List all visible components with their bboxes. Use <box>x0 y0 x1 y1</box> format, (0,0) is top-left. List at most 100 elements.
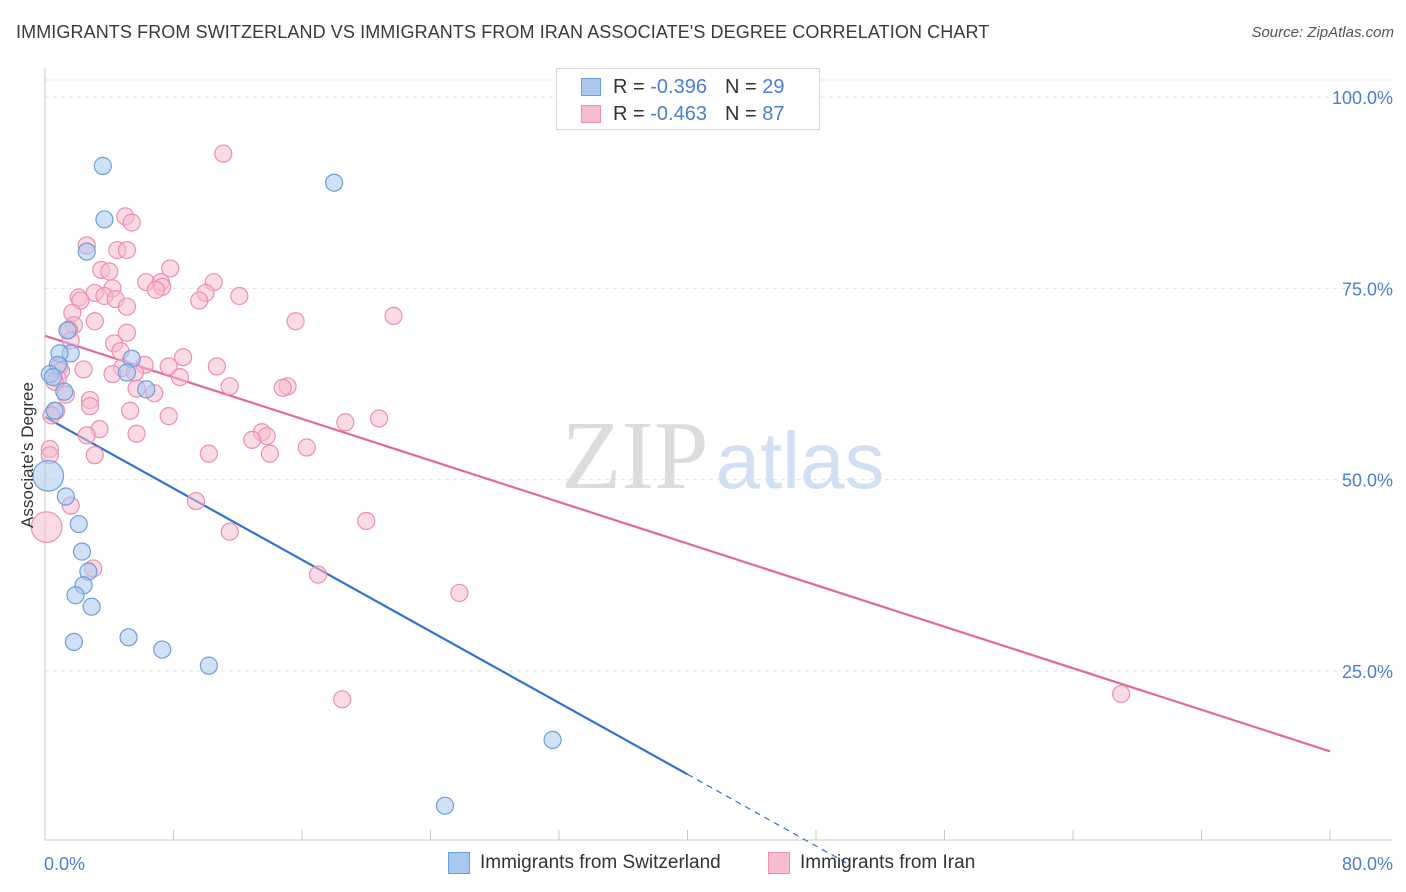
legend-swatch-switzerland <box>448 852 470 874</box>
trend-line-iran <box>44 334 1331 753</box>
data-point-iran <box>85 446 104 465</box>
data-point-iran <box>146 280 165 299</box>
data-point-iran <box>174 348 193 367</box>
x-tick-label: 0.0% <box>44 854 85 874</box>
data-point-switzerland <box>45 401 64 420</box>
watermark: ZIP atlas <box>562 402 885 510</box>
data-point-iran <box>190 291 209 310</box>
legend-r-iran: -0.463 <box>650 102 707 125</box>
data-point-switzerland <box>117 363 137 382</box>
data-point-switzerland <box>95 210 114 229</box>
data-point-iran <box>308 565 328 584</box>
data-point-iran <box>117 240 137 260</box>
data-point-switzerland <box>69 514 88 534</box>
grid-lines <box>45 79 1392 672</box>
legend-swatch-iran <box>768 852 790 874</box>
data-point-switzerland <box>64 632 84 652</box>
y-tick-label: 25.0% <box>1342 662 1393 682</box>
data-point-switzerland <box>119 628 138 647</box>
data-points <box>30 144 1131 815</box>
data-point-iran <box>117 323 137 342</box>
data-point-iran <box>357 511 376 531</box>
data-point-iran <box>336 413 355 432</box>
data-point-iran <box>159 407 178 426</box>
data-point-switzerland <box>72 542 92 561</box>
data-point-iran <box>243 430 262 449</box>
data-point-iran <box>85 312 104 331</box>
legend-swatch-iran <box>581 105 601 123</box>
data-point-switzerland <box>56 487 75 506</box>
data-point-iran <box>220 377 239 396</box>
data-point-iran <box>230 286 249 306</box>
data-point-iran <box>214 144 233 163</box>
data-point-switzerland <box>325 173 344 192</box>
data-point-iran <box>161 259 180 278</box>
data-point-iran <box>121 401 140 420</box>
data-point-iran <box>127 424 146 443</box>
data-point-switzerland <box>153 640 172 659</box>
data-point-iran <box>30 511 63 544</box>
data-point-switzerland <box>58 321 77 340</box>
y-tick-label: 50.0% <box>1342 471 1393 491</box>
y-axis-label: Associate's Degree <box>18 382 37 528</box>
data-point-iran <box>170 368 190 387</box>
data-point-switzerland <box>43 368 63 387</box>
chart-title: IMMIGRANTS FROM SWITZERLAND VS IMMIGRANT… <box>16 22 990 42</box>
data-point-switzerland <box>66 586 85 605</box>
data-point-iran <box>286 312 305 331</box>
legend-n-label: N = <box>724 102 757 125</box>
legend-row-switzerland: R = -0.396 N = 29 <box>581 74 784 100</box>
data-point-switzerland <box>82 597 101 616</box>
legend-row-iran: R = -0.463 N = 87 <box>581 101 784 127</box>
data-point-iran <box>207 357 226 376</box>
legend-label-switzerland: Immigrants from Switzerland <box>480 852 721 873</box>
legend-n-switzerland: 29 <box>762 75 785 98</box>
watermark-atlas: atlas <box>716 416 885 505</box>
source-label: Source: ZipAtlas.com <box>1251 24 1394 41</box>
data-point-iran <box>260 444 279 463</box>
data-point-switzerland <box>137 380 156 399</box>
y-tick-label: 75.0% <box>1342 279 1393 299</box>
data-point-iran <box>273 378 292 397</box>
data-point-iran <box>1112 684 1131 704</box>
data-point-iran <box>122 213 141 232</box>
trend-line-extension-switzerland <box>687 773 849 865</box>
x-tick-label: 80.0% <box>1342 854 1393 874</box>
data-point-iran <box>370 409 389 428</box>
legend-n-label: N = <box>724 75 757 98</box>
legend-item-iran[interactable]: Immigrants from Iran <box>768 852 975 874</box>
legend-r-label: R = <box>613 75 645 98</box>
data-point-iran <box>199 444 218 463</box>
tick-labels: 25.0% 50.0% 75.0% 100.0% 0.0% 80.0% <box>44 88 1393 874</box>
legend-swatch-switzerland <box>581 78 601 96</box>
data-point-iran <box>384 306 403 325</box>
legend-r-switzerland: -0.396 <box>650 75 707 98</box>
legend-label-iran: Immigrants from Iran <box>800 852 976 873</box>
data-point-iran <box>117 297 137 316</box>
legend-item-switzerland[interactable]: Immigrants from Switzerland <box>448 852 721 874</box>
data-point-switzerland <box>93 156 112 175</box>
trend-line-switzerland <box>44 415 689 776</box>
data-point-iran <box>450 583 469 603</box>
data-point-switzerland <box>77 242 96 261</box>
data-point-iran <box>186 491 206 511</box>
data-point-iran <box>297 438 316 457</box>
trend-lines <box>44 334 1331 865</box>
data-point-iran <box>333 690 352 709</box>
data-point-iran <box>74 360 93 379</box>
legend-n-iran: 87 <box>762 102 785 125</box>
data-point-iran <box>100 262 119 281</box>
legend-r-label: R = <box>613 102 645 125</box>
data-point-switzerland <box>32 459 65 492</box>
data-point-switzerland <box>435 796 455 815</box>
data-point-switzerland <box>55 382 74 401</box>
correlation-legend: R = -0.396 N = 29 R = -0.463 N = 87 <box>556 68 820 130</box>
data-point-iran <box>77 426 96 445</box>
data-point-iran <box>159 357 178 376</box>
data-point-iran <box>80 397 100 416</box>
series-legend: Immigrants from Switzerland Immigrants f… <box>0 852 1406 878</box>
watermark-zip: ZIP <box>562 402 709 510</box>
data-point-iran <box>220 522 239 541</box>
y-tick-label: 100.0% <box>1332 88 1393 108</box>
